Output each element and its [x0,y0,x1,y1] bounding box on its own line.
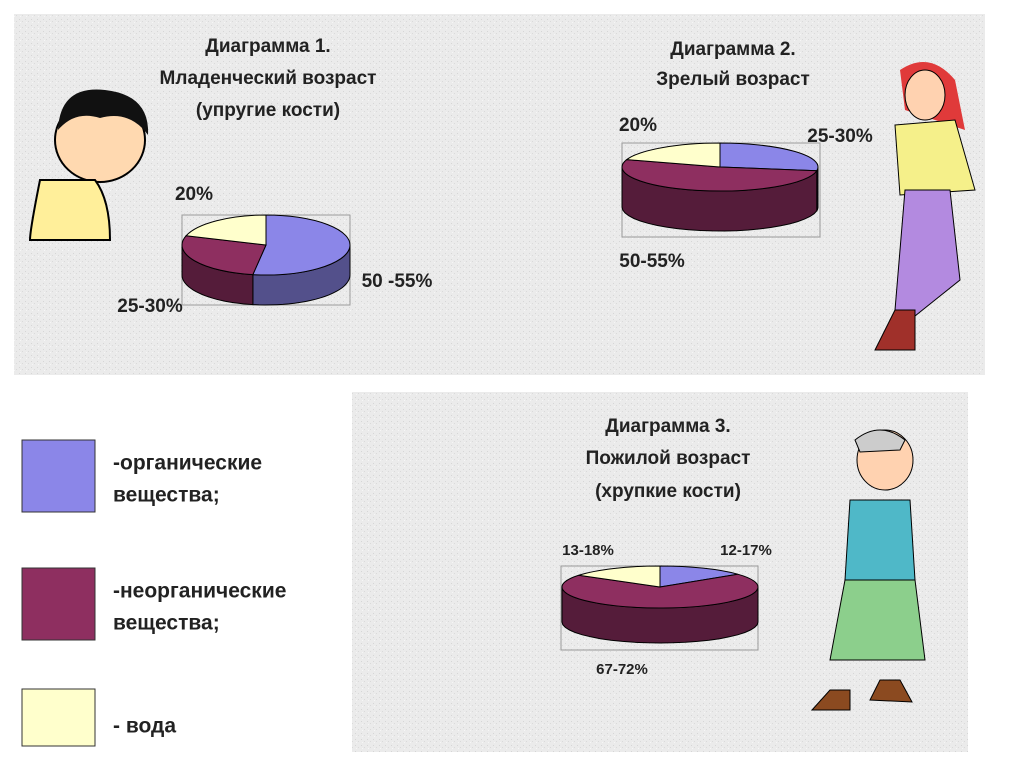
chart-title: Диаграмма 1. [205,36,330,57]
pie-slice [719,142,819,172]
pie-slice [561,573,759,609]
slice-label: 20% [175,184,213,205]
legend-label: вещества; [113,484,220,507]
chart-title: Зрелый возраст [656,69,810,90]
chart-title: (упругие кости) [196,100,340,121]
top-panel [14,14,985,375]
pie-slice [578,565,661,588]
chart-title: Пожилой возраст [586,448,751,469]
pie-slice [659,565,738,588]
slice-label: 50 -55% [362,271,433,292]
pie-slice [181,235,267,276]
woman-figure [874,62,976,351]
slice-label: 25-30% [807,126,873,147]
slice-label: 25-30% [117,296,183,317]
legend-label: вещества; [113,612,220,635]
pie-slice [625,142,721,168]
legend-label: -неорганические [113,580,286,603]
legend-swatch [21,688,96,747]
slice-label: 67-72% [596,661,648,678]
pie-slice [185,214,267,246]
chart-title: Диаграмма 3. [605,416,730,437]
pie-slice [252,214,351,276]
slice-label: 20% [619,115,657,136]
slice-label: 12-17% [720,542,772,559]
legend-label: - вода [113,715,176,738]
chart-title: Диаграмма 2. [670,39,795,60]
pie-slice [621,159,818,192]
legend-label: -органические [113,452,262,475]
granny-figure [810,429,926,711]
chart-title: Младенческий возраст [160,68,377,89]
slice-label: 13-18% [562,542,614,559]
baby-figure [28,89,149,241]
legend-swatch [21,567,96,641]
legend-swatch [21,439,96,513]
slice-label: 50-55% [619,251,685,272]
chart-title: (хрупкие кости) [595,481,741,502]
